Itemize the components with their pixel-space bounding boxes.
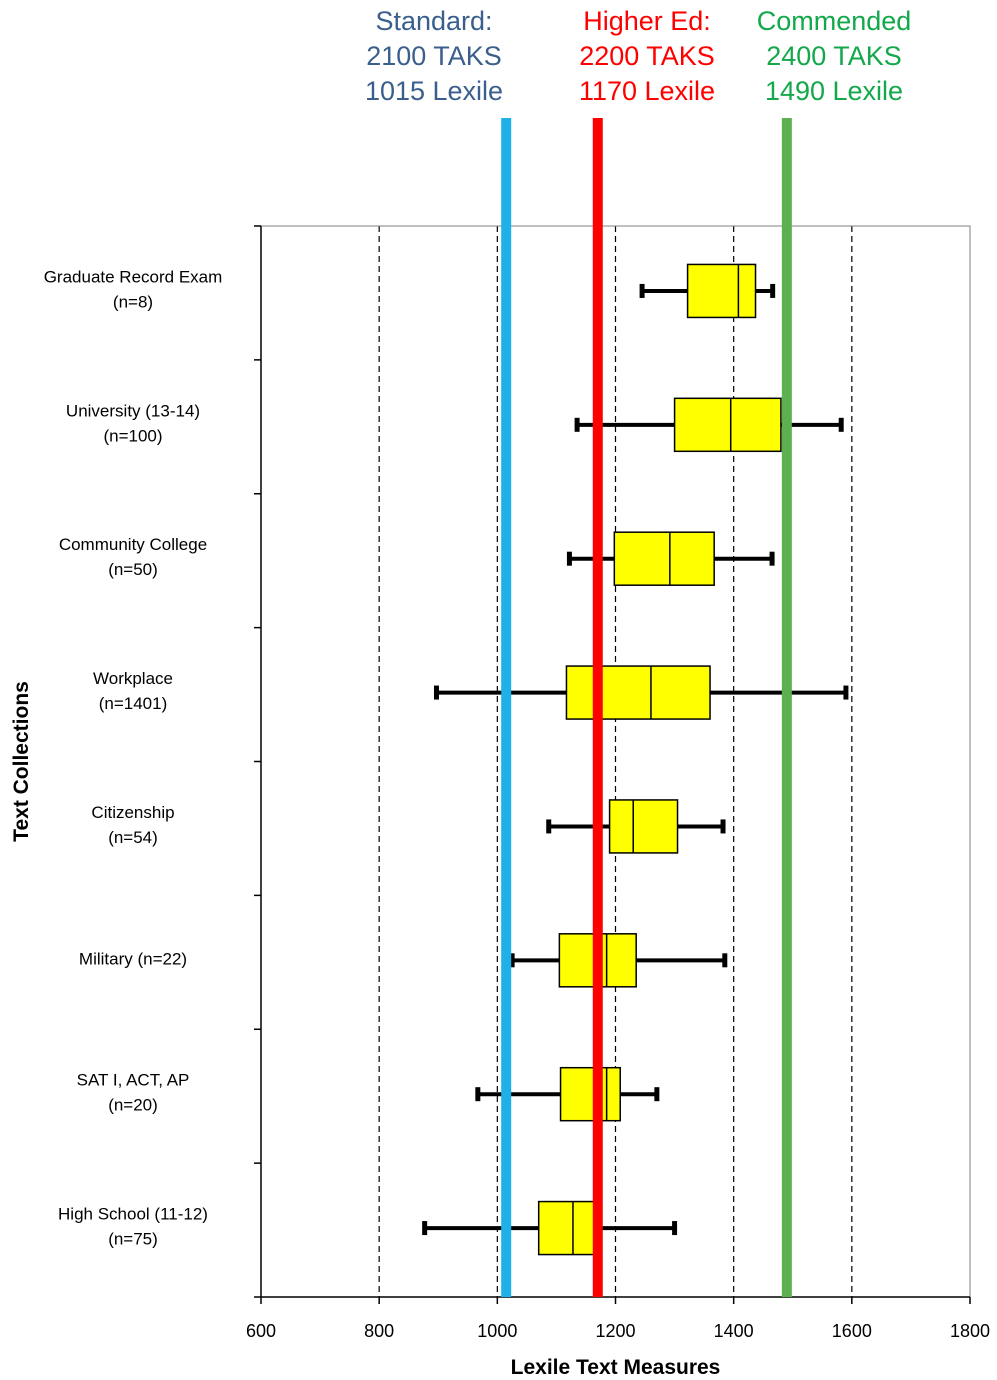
- box: [537, 1200, 600, 1256]
- category-label: Military (n=22): [79, 949, 187, 968]
- category-label: High School (11-12): [58, 1205, 208, 1224]
- reference-lines: [501, 118, 792, 1297]
- reference-label: Standard: 2100 TAKS 1015 Lexile: [334, 4, 534, 109]
- x-tick-label: 1400: [714, 1321, 754, 1341]
- box: [559, 1066, 621, 1122]
- axes: [254, 225, 971, 1304]
- category-label: (n=20): [108, 1096, 158, 1115]
- reference-label-line: Commended: [756, 6, 912, 36]
- reference-label-line: 1015 Lexile: [364, 76, 504, 106]
- category-label: (n=50): [108, 560, 158, 579]
- x-tick-label: 1600: [832, 1321, 872, 1341]
- category-label: (n=100): [103, 426, 162, 445]
- x-axis-title: Lexile Text Measures: [511, 1356, 721, 1379]
- category-label: (n=8): [113, 292, 153, 311]
- reference-label: Commended 2400 TAKS 1490 Lexile: [734, 4, 934, 109]
- box: [565, 665, 711, 720]
- box: [613, 531, 715, 586]
- y-axis-title: Text Collections: [10, 681, 33, 842]
- category-label: (n=1401): [99, 694, 168, 713]
- x-tick-label: 1200: [595, 1321, 635, 1341]
- x-tick-label: 800: [364, 1321, 394, 1341]
- x-tick-label: 600: [246, 1321, 276, 1341]
- category-label: Citizenship: [91, 803, 174, 822]
- category-label: (n=54): [108, 828, 158, 847]
- category-label: Workplace: [93, 669, 173, 688]
- category-label: (n=75): [108, 1230, 158, 1249]
- x-tick-label: 1800: [950, 1321, 990, 1341]
- reference-label-line: 2200 TAKS: [579, 41, 715, 71]
- category-label: University (13-14): [66, 401, 200, 420]
- reference-label-line: 2100 TAKS: [366, 41, 502, 71]
- box: [608, 799, 679, 854]
- reference-label-line: 1170 Lexile: [578, 76, 716, 106]
- reference-label-line: 1490 Lexile: [764, 76, 904, 106]
- category-label: SAT I, ACT, AP: [77, 1071, 190, 1090]
- reference-label-line: 2400 TAKS: [766, 41, 902, 71]
- category-label: Graduate Record Exam: [44, 267, 223, 286]
- reference-label-line: Higher Ed:: [583, 6, 711, 36]
- box: [673, 397, 782, 453]
- reference-label-line: Standard:: [375, 6, 493, 36]
- box: [686, 263, 757, 319]
- category-label: Community College: [59, 535, 207, 554]
- reference-label: Higher Ed: 2200 TAKS 1170 Lexile: [547, 4, 747, 109]
- gridlines: [378, 226, 853, 1297]
- x-tick-label: 1000: [477, 1321, 517, 1341]
- labels: 600 800 1000 1200 1400 1600 1800 Lexile Text Me…: [10, 267, 990, 1379]
